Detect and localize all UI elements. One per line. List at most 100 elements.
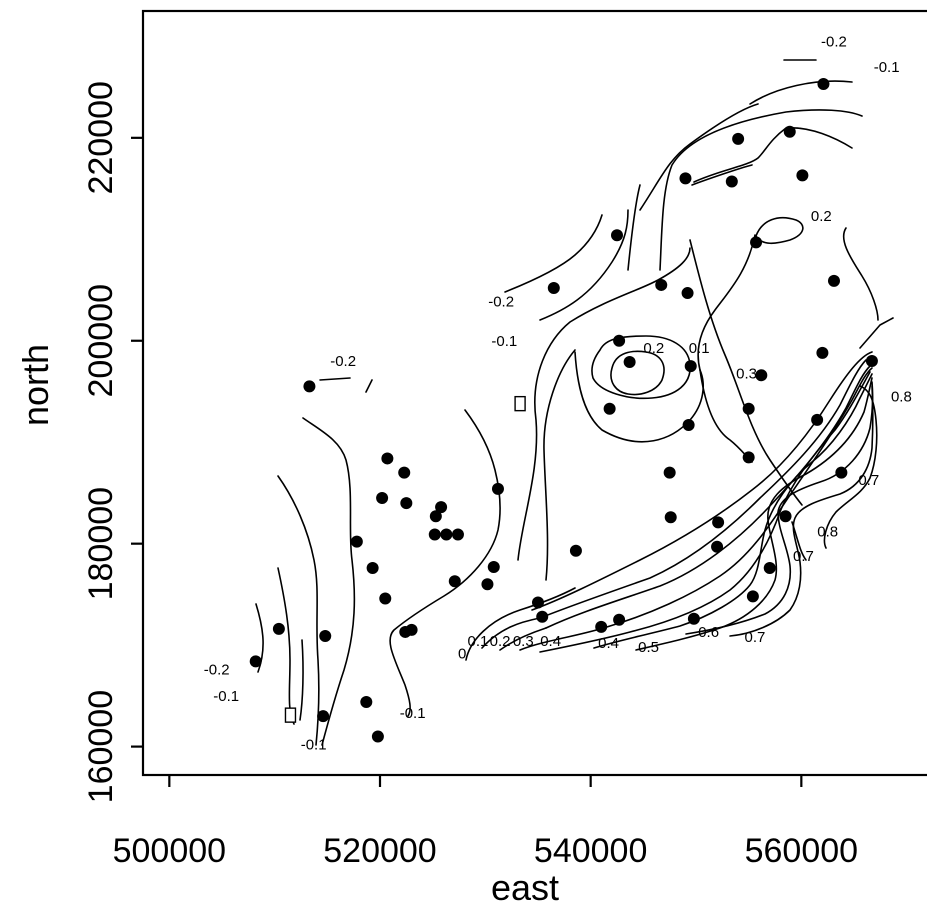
contour-line [277,475,320,746]
data-point [405,623,418,636]
contour-line [699,369,753,463]
contour-line [504,214,603,293]
data-point [487,561,500,574]
data-point [779,510,792,523]
data-point [679,172,692,185]
data-point [613,613,626,626]
data-point [684,360,697,373]
contour-line [859,317,894,349]
data-point [536,610,549,623]
y-tick-label: 200000 [82,284,120,397]
data-point [865,355,878,368]
contour-label: 0.1 [468,633,489,650]
data-point [435,501,448,514]
x-tick-label: 540000 [534,832,647,870]
data-point [448,575,461,588]
contour-label: -0.1 [400,705,426,722]
contour-line [791,521,807,561]
contour-label: -0.2 [821,34,847,51]
data-point [440,528,453,541]
hollow-point [514,395,526,412]
data-point [742,402,755,415]
x-tick-label: 560000 [745,832,858,870]
contour-line [691,164,753,186]
contour-label: 0.3 [513,633,534,650]
contour-label: 0.7 [858,472,879,489]
contour-line [591,335,691,400]
data-point [827,274,840,287]
data-point [750,236,763,249]
data-point [319,629,332,642]
contour-line [729,385,874,637]
data-point [428,528,441,541]
contour-label: 0.7 [745,629,766,646]
data-point [451,528,464,541]
data-point [613,334,626,347]
y-axis-label: north [15,344,56,426]
contour-label: -0.1 [301,737,327,754]
contour-label: 0.8 [891,389,912,406]
data-point [429,510,442,523]
contour-line [255,603,264,673]
data-point [732,132,745,145]
contour-label: 0.7 [793,548,814,565]
contour-line [465,587,576,661]
contour-line [365,379,373,393]
contour-label: 0.1 [689,340,710,357]
data-point [611,229,623,242]
contour-line [693,127,853,183]
contour-line [539,371,871,653]
contour-line [499,627,547,651]
data-point [746,590,759,603]
contour-line [299,639,304,721]
data-point [681,287,694,300]
data-point [317,710,330,723]
contour-line [545,365,871,629]
hollow-point [284,707,297,723]
data-point [682,418,695,431]
contour-label: 0.2 [643,340,664,357]
data-point [350,535,363,548]
data-point [303,380,316,393]
data-point [816,346,829,359]
contour-line [685,381,874,635]
data-point [249,655,262,668]
data-point [366,562,379,575]
contour-label: -0.1 [213,688,239,705]
contour-line [659,109,863,271]
data-point [835,466,848,479]
contour-label: 0.5 [638,639,659,656]
contour-line [517,247,691,561]
contour-label: -0.1 [874,59,900,76]
x-tick-label: 500000 [113,832,226,870]
contour-lines [255,59,894,746]
contour-line [531,351,873,611]
contour-line [302,417,356,746]
data-point [481,578,494,591]
contour-label: 0 [458,645,466,662]
data-point [623,356,636,369]
contour-line [823,385,878,549]
y-tick-label: 220000 [82,81,120,194]
data-point [371,730,384,743]
contour-label: -0.2 [204,662,230,679]
data-point [400,497,413,510]
contour-line [627,184,641,271]
sample-points [249,78,878,743]
data-point [491,482,504,495]
y-tick-label: 160000 [82,690,120,803]
x-axis-label: east [491,867,559,908]
data-point [817,78,830,91]
data-point [569,544,582,557]
data-point [532,596,544,609]
plot-frame [141,9,927,777]
contour-label: -0.1 [491,333,517,350]
data-point [725,175,738,188]
contour-line [539,209,629,321]
contour-line [639,103,759,211]
contour-line [277,567,295,725]
contour-line [593,373,873,649]
contour-line [749,80,853,105]
data-point [360,695,373,708]
